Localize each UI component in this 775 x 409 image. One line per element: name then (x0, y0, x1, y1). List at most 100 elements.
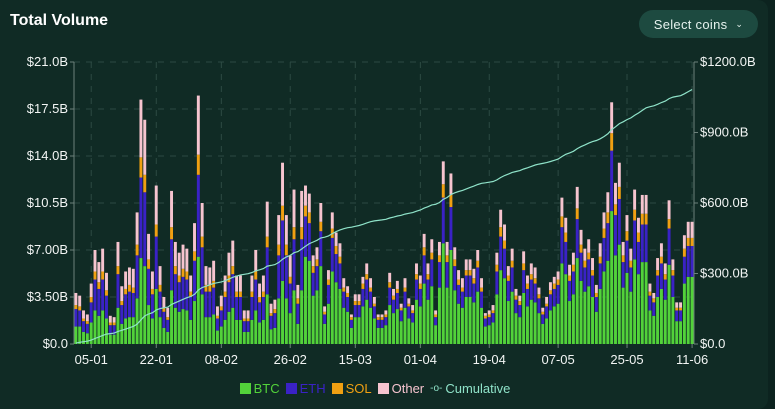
bar-btc (200, 294, 204, 344)
bar-other (415, 263, 418, 275)
bar-sol (487, 314, 491, 318)
bar-other (483, 313, 487, 316)
bar-sol (238, 291, 242, 297)
bar-eth (196, 174, 200, 257)
bar-sol (483, 315, 487, 319)
bar-other (526, 275, 529, 284)
bar-btc (640, 262, 644, 344)
bar-btc (105, 318, 108, 344)
bar-btc (300, 290, 304, 344)
bar-btc (135, 298, 139, 344)
bar-other (564, 217, 568, 233)
bar-btc (625, 272, 629, 344)
bar-sol (242, 318, 246, 322)
bar-other (380, 314, 384, 318)
x-tick-label: 15-03 (339, 352, 372, 367)
bar-btc (499, 270, 503, 344)
bar-sol (353, 301, 357, 306)
bar-other (265, 201, 269, 237)
bar-sol (499, 227, 503, 237)
bar-btc (173, 307, 177, 344)
bar-sol (457, 279, 461, 285)
bar-btc (181, 309, 185, 344)
bar-other (353, 294, 357, 302)
bar-other (85, 314, 89, 322)
bar-eth (219, 310, 223, 327)
bar-sol (426, 274, 430, 280)
bar-eth (591, 275, 594, 297)
bar-other (571, 252, 575, 265)
bar-eth (369, 291, 373, 308)
bar-other (365, 263, 369, 275)
bar-other (621, 241, 625, 256)
x-tick-label: 25-05 (610, 352, 643, 367)
bar-eth (418, 288, 422, 307)
bar-eth (181, 276, 185, 310)
bar-other (189, 275, 193, 292)
bar-other (614, 182, 617, 205)
bar-sol (112, 322, 116, 326)
legend-item-eth[interactable]: ETH (285, 381, 326, 396)
bar-sol (166, 317, 170, 320)
bar-sol (464, 270, 468, 276)
legend-item-sol[interactable]: SOL (331, 381, 372, 396)
bar-sol (575, 208, 579, 220)
select-coins-dropdown[interactable]: Select coins ⌄ (639, 10, 758, 38)
bar-btc (112, 334, 116, 344)
legend-item-cumulative[interactable]: -o- Cumulative (430, 381, 510, 396)
bar-sol (568, 275, 572, 281)
bar-other (150, 271, 154, 289)
bar-btc (311, 295, 315, 344)
bar-other (261, 275, 265, 292)
bar-other (97, 262, 101, 283)
bar-eth (564, 241, 568, 275)
bar-eth (177, 282, 181, 312)
bar-btc (338, 288, 342, 344)
bar-sol (529, 274, 533, 280)
bar-sol (181, 268, 185, 277)
axes: $0.0 $3.50B $7.00B $10.5B $14.0B $17.5B $21.0B… (27, 54, 756, 367)
bar-other (204, 266, 208, 285)
bar-btc (571, 294, 575, 344)
bar-eth (625, 240, 629, 273)
bar-eth (384, 317, 388, 326)
legend-label-btc: BTC (253, 381, 280, 396)
bar-eth (372, 306, 376, 319)
bar-sol (261, 291, 265, 297)
legend-item-btc[interactable]: BTC (239, 381, 280, 396)
bar-other (583, 248, 587, 261)
bar-sol (196, 154, 200, 175)
bar-btc (564, 274, 568, 344)
bar-sol (277, 244, 281, 256)
bar-other (548, 282, 552, 291)
bar-other (503, 224, 506, 241)
bar-sol (422, 247, 426, 256)
bar-btc (177, 311, 181, 344)
bar-other (518, 295, 522, 302)
bar-other (173, 241, 177, 267)
bar-btc (614, 255, 617, 344)
bar-sol (258, 297, 262, 303)
bar-sol (659, 256, 663, 264)
y-left-tick-label: $21.0B (27, 54, 68, 69)
bar-other (598, 243, 602, 257)
bar-eth (296, 303, 300, 324)
bar-sol (315, 259, 319, 267)
bar-eth (399, 310, 403, 322)
bar-eth (514, 299, 518, 314)
bar-btc (472, 302, 476, 344)
y-left-tick-label: $7.00B (27, 242, 68, 257)
bar-sol (514, 295, 518, 300)
bar-eth (675, 310, 679, 322)
grid (74, 61, 694, 344)
bar-eth (311, 272, 315, 296)
bar-sol (491, 310, 495, 314)
bar-btc (411, 322, 415, 344)
bar-eth (468, 275, 472, 297)
bar-btc (353, 317, 357, 344)
legend-item-other[interactable]: Other (377, 381, 424, 396)
bar-btc (219, 326, 223, 344)
bar-other (591, 258, 594, 271)
bar-btc (591, 297, 594, 344)
y-right-tick-label: $0.0 (700, 336, 725, 351)
